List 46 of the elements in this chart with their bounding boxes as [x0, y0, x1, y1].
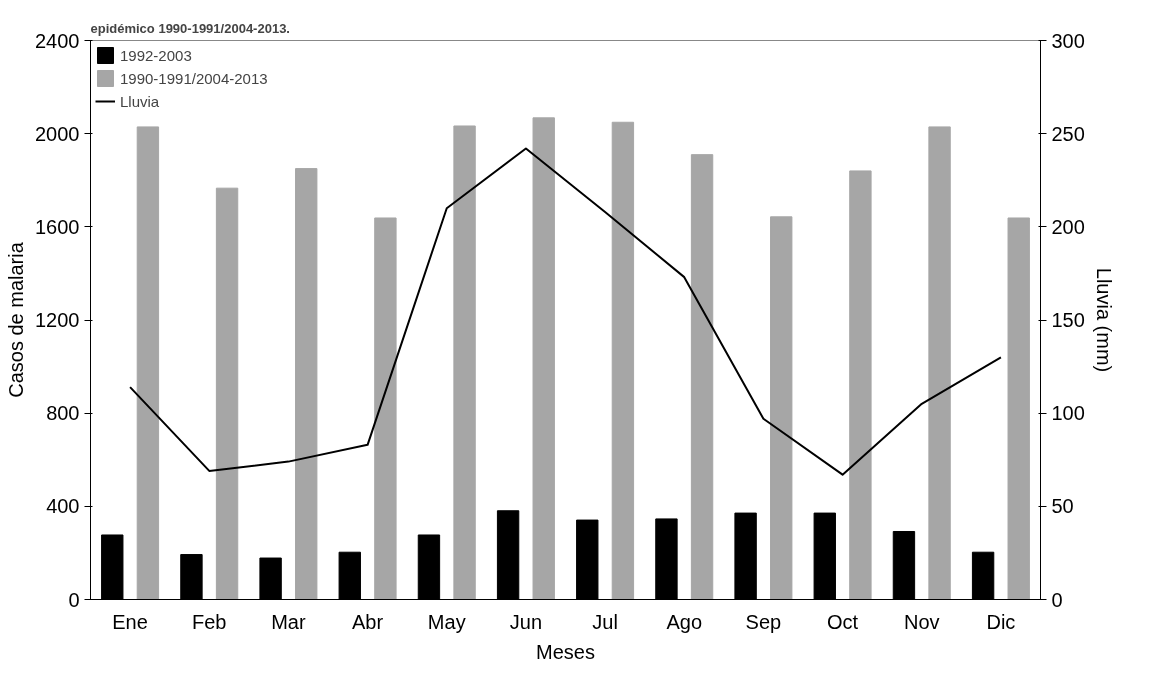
y2-tick-label: 200 [1051, 215, 1085, 238]
x-tick-label: Mar [271, 610, 306, 633]
x-tick-label: Jul [592, 610, 618, 633]
y2-tick-label: 100 [1051, 402, 1085, 425]
bar [136, 126, 160, 600]
y-tick-label: 0 [68, 588, 80, 611]
x-tick-label: Feb [192, 610, 227, 633]
bar [1007, 217, 1030, 600]
y-tick-label: 800 [46, 402, 80, 425]
x-axis-title: Meses [536, 640, 595, 663]
y-tick-label: 1200 [35, 309, 80, 331]
chart-title: epidémico 1990-1991/2004-2013. [90, 20, 290, 36]
y2-tick-label: 50 [1051, 495, 1074, 518]
bar [453, 125, 476, 600]
x-tick-label: Sep [745, 610, 782, 633]
bar [690, 154, 714, 600]
y-tick-label: 2400 [35, 29, 80, 52]
y2-tick-label: 0 [1051, 588, 1063, 611]
bar [770, 216, 793, 600]
x-tick-label: Oct [827, 610, 859, 633]
y2-tick-label: 150 [1051, 309, 1085, 331]
bar [532, 117, 555, 600]
x-tick-label: Dic [986, 610, 1016, 633]
legend-label: Lluvia [120, 92, 160, 110]
y-tick-label: 400 [46, 495, 80, 518]
y-axis-title: Casos de malaria [5, 241, 28, 398]
x-tick-label: Nov [903, 610, 940, 633]
y-tick-label: 1600 [35, 215, 80, 238]
y-tick-label: 2000 [35, 122, 80, 145]
x-tick-label: Abr [352, 610, 384, 633]
y2-axis-title: Lluvia (mm) [1092, 267, 1115, 373]
bar [295, 168, 318, 600]
bar [849, 170, 872, 600]
x-tick-label: Ago [666, 610, 703, 633]
y2-tick-label: 300 [1051, 29, 1085, 52]
bar [928, 126, 951, 600]
x-tick-label: May [427, 610, 466, 633]
x-tick-label: Ene [112, 610, 148, 633]
bar [611, 121, 635, 600]
legend-label: 1992-2003 [120, 46, 192, 64]
legend-label: 1990-1991/2004-2013 [120, 69, 268, 87]
line-series [129, 147, 1002, 476]
x-tick-label: Jun [509, 610, 543, 633]
y2-tick-label: 250 [1051, 122, 1085, 145]
bar [215, 187, 239, 600]
bar [374, 217, 397, 600]
